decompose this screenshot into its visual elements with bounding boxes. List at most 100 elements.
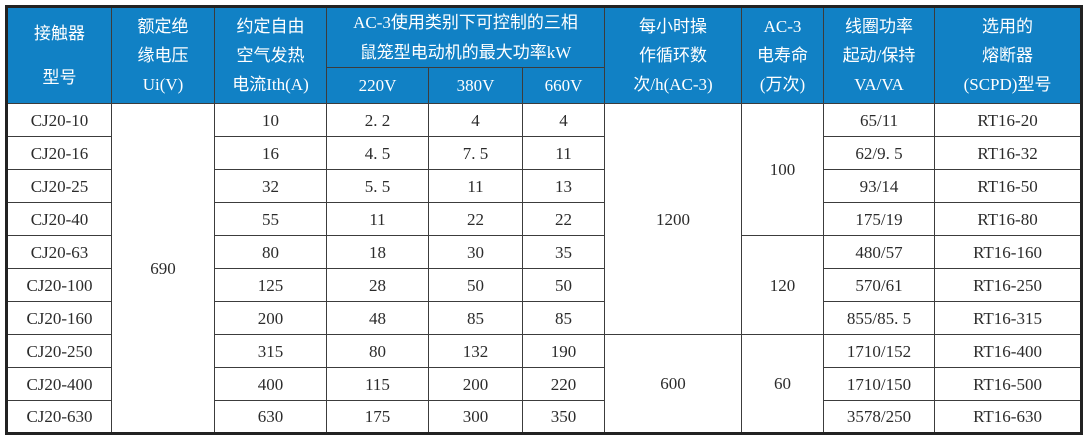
- col-header-660v: 660V: [521, 67, 606, 104]
- col-header-ac3-max-power: AC-3使用类别下可控制的三相 鼠笼型电动机的最大功率kW: [325, 6, 606, 68]
- cell-fuse-model: RT16-630: [934, 400, 1083, 434]
- cell-thermal-current: 10: [214, 103, 327, 137]
- cell-power-220v: 175: [326, 400, 429, 434]
- cell-model: CJ20-160: [6, 301, 112, 335]
- cell-thermal-current: 55: [214, 202, 327, 236]
- col-header-electrical-life: AC-3 电寿命 (万次): [741, 6, 825, 104]
- table-row: CJ20-63 80 18 30 35 120 480/57 RT16-160: [6, 235, 1083, 335]
- cell-thermal-current: 32: [214, 169, 327, 203]
- cell-thermal-current: 400: [214, 367, 327, 401]
- cell-power-220v: 2. 2: [326, 103, 429, 137]
- cell-power-220v: 28: [326, 268, 429, 302]
- cell-power-660v: 190: [521, 334, 606, 368]
- table-row: CJ20-10 690 10 2. 2 4 4 1200 100 65/11 R…: [6, 103, 1083, 434]
- cell-coil-power: 1710/152: [823, 334, 936, 368]
- cell-power-660v: 11: [521, 136, 606, 170]
- cell-electrical-life: 60: [741, 334, 825, 434]
- cell-fuse-model: RT16-20: [934, 103, 1083, 137]
- cell-electrical-life: 120: [741, 235, 825, 335]
- cell-power-660v: 85: [521, 301, 606, 335]
- cell-power-660v: 350: [521, 400, 606, 434]
- cell-cycles-per-hour: 1200: [604, 103, 743, 335]
- cell-model: CJ20-40: [6, 202, 112, 236]
- cell-coil-power: 1710/150: [823, 367, 936, 401]
- table-row: CJ20-100 125 28 50 50 570/61 RT16-250: [6, 268, 1083, 302]
- cell-power-660v: 50: [521, 268, 606, 302]
- cell-model: CJ20-100: [6, 268, 112, 302]
- cell-power-660v: 4: [521, 103, 606, 137]
- col-header-model: 接触器 型号: [6, 6, 112, 104]
- cell-model: CJ20-250: [6, 334, 112, 368]
- table-row: CJ20-250 315 80 132 190 600 60 1710/152 …: [6, 334, 1083, 434]
- cell-model: CJ20-630: [6, 400, 112, 434]
- cell-rated-voltage: 690: [111, 103, 215, 434]
- cell-power-380v: 22: [428, 202, 523, 236]
- cell-power-380v: 11: [428, 169, 523, 203]
- table-row: CJ20-630 630 175 300 350 3578/250 RT16-6…: [6, 400, 1083, 434]
- cell-fuse-model: RT16-80: [934, 202, 1083, 236]
- cell-power-660v: 13: [521, 169, 606, 203]
- cell-fuse-model: RT16-250: [934, 268, 1083, 302]
- cell-thermal-current: 200: [214, 301, 327, 335]
- cell-power-380v: 300: [428, 400, 523, 434]
- cell-thermal-current: 630: [214, 400, 327, 434]
- col-header-cycles-per-hour: 每小时操 作循环数 次/h(AC-3): [604, 6, 743, 104]
- col-header-220v: 220V: [326, 67, 429, 104]
- cell-power-220v: 80: [326, 334, 429, 368]
- cell-power-220v: 11: [326, 202, 429, 236]
- table-body: CJ20-10 690 10 2. 2 4 4 1200 100 65/11 R…: [6, 103, 1083, 434]
- cell-power-660v: 35: [521, 235, 606, 269]
- cell-coil-power: 480/57: [823, 235, 936, 269]
- cell-fuse-model: RT16-500: [934, 367, 1083, 401]
- cell-model: CJ20-63: [6, 235, 112, 269]
- cell-fuse-model: RT16-160: [934, 235, 1083, 269]
- cell-model: CJ20-16: [6, 136, 112, 170]
- table-row: CJ20-40 55 11 22 22 175/19 RT16-80: [6, 202, 1083, 236]
- cell-coil-power: 570/61: [823, 268, 936, 302]
- cell-fuse-model: RT16-315: [934, 301, 1083, 335]
- cell-thermal-current: 315: [214, 334, 327, 368]
- cell-power-380v: 200: [428, 367, 523, 401]
- cell-coil-power: 62/9. 5: [823, 136, 936, 170]
- col-header-coil-power: 线圈功率 起动/保持 VA/VA: [823, 6, 936, 104]
- cell-power-660v: 22: [521, 202, 606, 236]
- cell-fuse-model: RT16-50: [934, 169, 1083, 203]
- cell-power-380v: 7. 5: [428, 136, 523, 170]
- cell-coil-power: 175/19: [823, 202, 936, 236]
- cell-model: CJ20-400: [6, 367, 112, 401]
- cell-thermal-current: 16: [214, 136, 327, 170]
- table-row: CJ20-400 400 115 200 220 1710/150 RT16-5…: [6, 367, 1083, 401]
- col-header-380v: 380V: [428, 67, 523, 104]
- col-header-thermal-current: 约定自由 空气发热 电流Ith(A): [214, 6, 327, 104]
- cell-power-220v: 115: [326, 367, 429, 401]
- cell-power-220v: 5. 5: [326, 169, 429, 203]
- cell-coil-power: 855/85. 5: [823, 301, 936, 335]
- cell-power-660v: 220: [521, 367, 606, 401]
- cell-coil-power: 65/11: [823, 103, 936, 137]
- cell-thermal-current: 125: [214, 268, 327, 302]
- table-row: CJ20-160 200 48 85 85 855/85. 5 RT16-315: [6, 301, 1083, 335]
- cell-power-380v: 30: [428, 235, 523, 269]
- col-header-fuse-model: 选用的 熔断器 (SCPD)型号: [934, 6, 1083, 104]
- cell-model: CJ20-25: [6, 169, 112, 203]
- cell-power-380v: 4: [428, 103, 523, 137]
- cell-fuse-model: RT16-400: [934, 334, 1083, 368]
- cell-thermal-current: 80: [214, 235, 327, 269]
- cell-fuse-model: RT16-32: [934, 136, 1083, 170]
- cell-coil-power: 93/14: [823, 169, 936, 203]
- cell-power-380v: 85: [428, 301, 523, 335]
- cell-power-220v: 4. 5: [326, 136, 429, 170]
- cell-power-220v: 18: [326, 235, 429, 269]
- table-header: 接触器 型号 额定绝 缘电压 Ui(V) 约定自由 空气发热 电流Ith(A) …: [6, 6, 1083, 104]
- cell-model: CJ20-10: [6, 103, 112, 137]
- cell-electrical-life: 100: [741, 103, 825, 236]
- cell-power-380v: 132: [428, 334, 523, 368]
- cell-coil-power: 3578/250: [823, 400, 936, 434]
- col-header-rated-voltage: 额定绝 缘电压 Ui(V): [111, 6, 215, 104]
- contactor-spec-table: 接触器 型号 额定绝 缘电压 Ui(V) 约定自由 空气发热 电流Ith(A) …: [5, 5, 1084, 435]
- cell-power-220v: 48: [326, 301, 429, 335]
- cell-power-380v: 50: [428, 268, 523, 302]
- cell-cycles-per-hour: 600: [604, 334, 743, 434]
- table-row: CJ20-25 32 5. 5 11 13 93/14 RT16-50: [6, 169, 1083, 203]
